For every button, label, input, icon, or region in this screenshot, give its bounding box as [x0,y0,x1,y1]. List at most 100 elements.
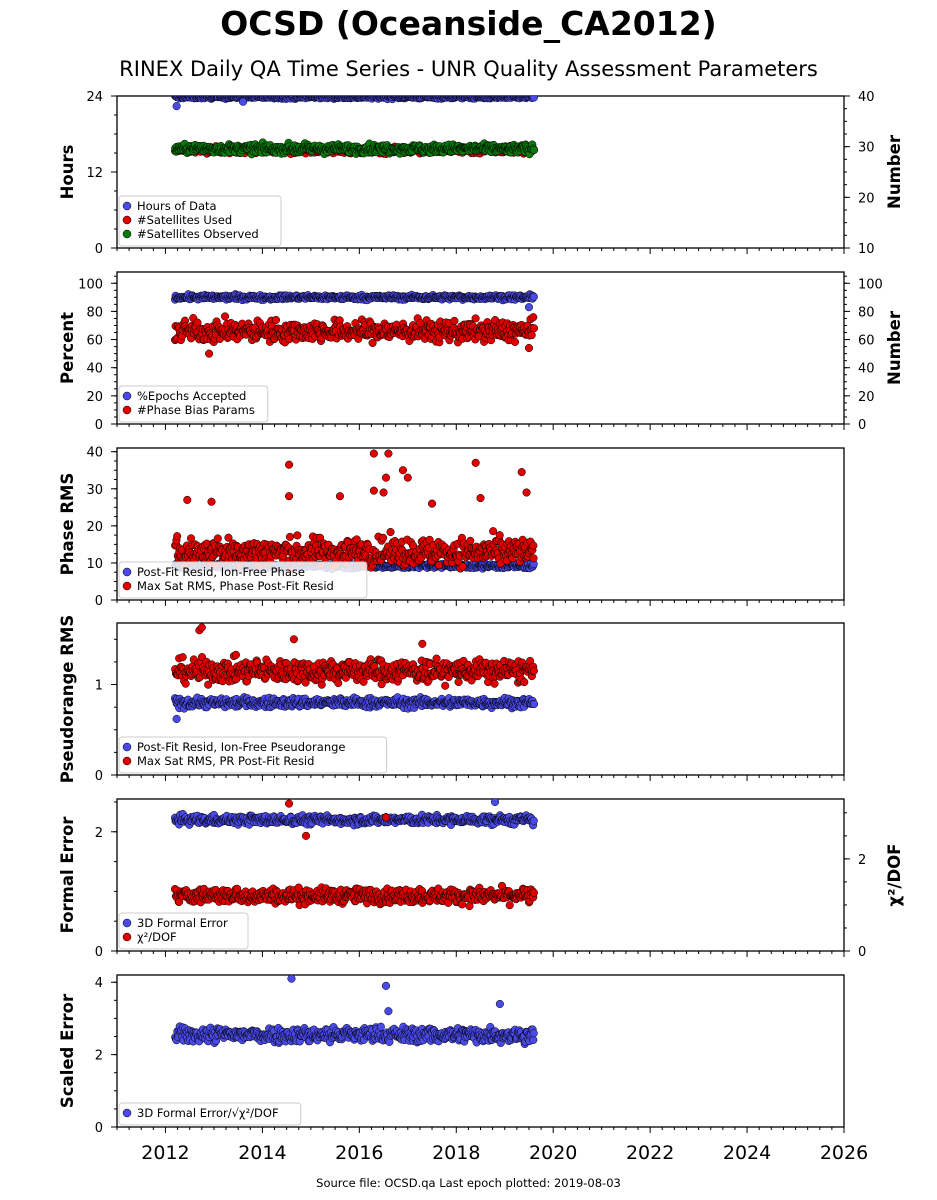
legend-marker [122,215,132,225]
point-red [466,536,475,545]
panel-3 [111,447,845,606]
outlier-red [517,468,526,477]
y-tick-label: 40 [86,446,103,461]
outlier-blue [524,303,534,312]
point-red [220,312,230,321]
outlier-red [285,460,294,469]
legend-box [118,385,269,423]
y-axis-label: Percent [58,312,77,384]
point-red [285,532,294,541]
point-red [379,533,388,542]
legend-label: %Epochs Accepted [137,389,246,403]
outlier-red [471,458,480,467]
y-tick-label: 30 [86,483,103,498]
point-red [178,653,187,662]
y2-tick-label: 40 [858,362,875,377]
outlier-blue [172,102,181,111]
y-tick-label: 12 [86,166,103,181]
point-red [529,313,538,322]
point-blue [529,292,538,301]
legend-label: #Satellites Observed [137,227,259,241]
outlier-red [183,495,192,504]
outlier-red [369,449,378,458]
point-red [450,316,459,325]
point-red [529,541,538,550]
point-red [529,324,539,333]
y-tick-label: 24 [86,90,103,105]
legend-label: #Satellites Used [137,213,232,227]
panel-2 [111,271,850,430]
point-red [181,679,190,688]
outlier-blue [238,97,248,106]
outlier-red [384,449,393,458]
y2-tick-label: 80 [858,305,875,320]
outlier-red [476,493,485,503]
y-tick-label: 0 [95,594,103,609]
y-tick-label: 20 [86,520,103,535]
figure-title: OCSD (Oceanside_CA2012) [220,4,717,43]
y-tick-label: 10 [86,557,103,572]
point-blue [529,699,539,709]
point-red [193,318,202,327]
legend-marker [122,405,132,415]
point-red [386,527,395,537]
legend-label: Max Sat RMS, Phase Post-Fit Resid [137,579,334,593]
y2-tick-label: 20 [858,191,875,206]
outlier-red [335,492,344,501]
data-points [170,290,539,358]
point-red [293,531,302,540]
point-red [213,534,222,543]
y2-tick-label: 20 [858,390,875,405]
point-red [527,331,536,340]
point-green [529,145,539,154]
outlier-red [369,486,378,495]
y-axis-label: Phase RMS [58,473,77,576]
y-tick-label: 20 [86,390,103,405]
outlier-red [379,488,388,497]
legend-marker [122,201,132,211]
point-red [231,650,240,659]
outlier-red [285,492,294,501]
y2-tick-label: 0 [858,418,866,433]
outlier-red [524,343,534,353]
y2-tick-label: 60 [858,334,875,349]
outlier-blue [172,714,181,723]
y2-tick-label: 100 [858,277,883,292]
y-tick-label: 60 [86,334,103,349]
outlier-red [205,349,214,358]
outlier-red [427,499,437,508]
y2-axis-label: Number [885,310,904,385]
y2-tick-label: 40 [858,90,875,105]
y-tick-label: 100 [78,277,103,292]
y2-tick-label: 10 [858,242,875,257]
outlier-red [207,497,216,506]
point-red [368,338,377,347]
legend-marker [122,229,132,239]
figure-subtitle: RINEX Daily QA Time Series - UNR Quality… [119,57,818,81]
y2-tick-label: 30 [858,141,875,156]
point-red [529,554,538,563]
data-points [171,449,538,575]
point-red [271,315,281,325]
outlier-red [381,473,391,482]
legend-label: Hours of Data [137,199,217,213]
point-red [495,531,504,540]
y-tick-label: 0 [95,418,103,433]
legend-label: #Phase Bias Params [137,403,255,417]
panel-1 [111,95,850,254]
point-red [173,532,182,541]
point-red [489,527,498,536]
point-red [434,561,444,570]
point-red [441,681,450,690]
outlier-red [403,473,412,482]
y2-axis-label: Number [885,134,904,209]
y-tick-label: 0 [95,242,103,257]
point-red [224,533,233,542]
point-red [334,678,343,688]
legend-marker [122,567,132,577]
data-points [170,623,539,723]
legend-marker [122,581,132,591]
legend-label: Post-Fit Resid, Ion-Free Phase [137,565,305,579]
point-red [510,337,520,346]
y-tick-label: 40 [86,362,103,377]
